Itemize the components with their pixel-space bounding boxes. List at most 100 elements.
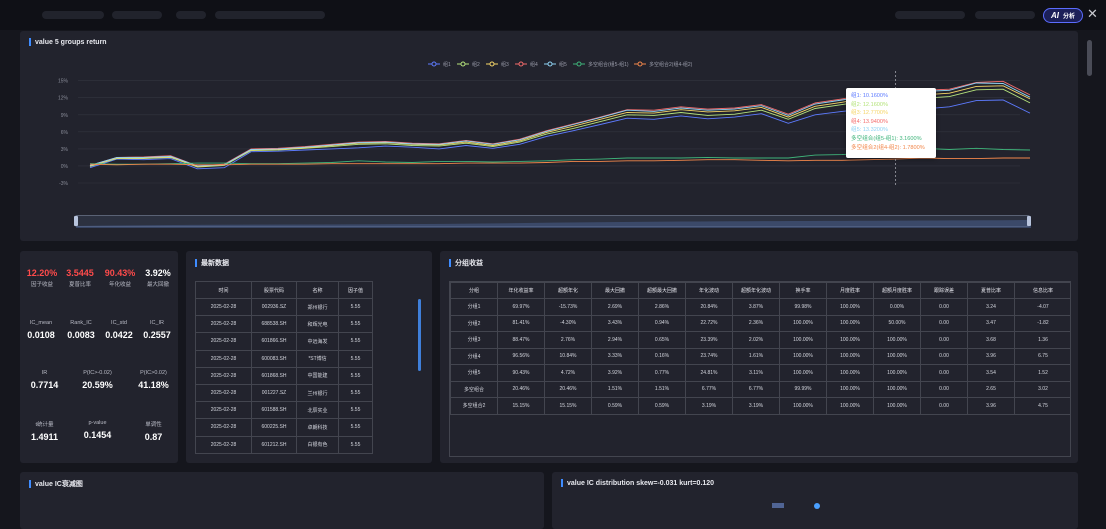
table-cell: 3.87% <box>732 298 780 316</box>
table-cell: 2025-02-28 <box>195 332 252 351</box>
table-cell: 0.94% <box>638 314 686 332</box>
metric-value: 41.18% <box>138 380 169 390</box>
column-header: 换手率 <box>779 282 827 299</box>
blurred-nav-item <box>975 11 1035 19</box>
latest-data-title: 最新数据 <box>195 258 229 268</box>
legend-marker <box>431 61 437 67</box>
metric-label: P(IC>-0.02) <box>83 370 112 376</box>
table-row[interactable]: 多空组合2 15.15% 15.15% 0.59% 0.59% 3.19% 3.19% 100… <box>450 397 1070 415</box>
y-tick-label: -3% <box>59 181 68 187</box>
histogram-legend-swatch <box>772 503 784 508</box>
table-row[interactable]: 多空组合 20.46% 20.46% 1.51% 1.51% 6.77% 6.77% 99.9… <box>450 380 1070 398</box>
table-cell: 6.77% <box>685 380 733 398</box>
y-tick-label: 3% <box>61 147 69 153</box>
blurred-nav-item <box>42 11 104 19</box>
table-cell: 2.94% <box>591 331 639 349</box>
legend-label[interactable]: 组4 <box>530 61 538 68</box>
legend-label[interactable]: 组1 <box>443 61 451 68</box>
metric-label: P(IC>0.02) <box>140 370 167 376</box>
table-cell: 22.72% <box>685 314 733 332</box>
table-row[interactable]: 2025-02-28 002936.SZ 郑州银行 5.55 <box>195 297 373 317</box>
table-row[interactable]: 分组2 81.41% -4.30% 3.43% 0.94% 22.72% 2.36% 100.… <box>450 314 1070 332</box>
table-cell: 2.76% <box>544 331 592 349</box>
table-cell: 2.36% <box>732 314 780 332</box>
table-cell: 23.39% <box>685 331 733 349</box>
table-row[interactable]: 分组4 96.56% 10.84% 3.33% 0.16% 23.74% 1.61% 100.… <box>450 347 1070 365</box>
table-row[interactable]: 分组5 90.43% 4.72% 3.92% 0.77% 24.81% 3.11% 100.0… <box>450 364 1070 382</box>
table-row[interactable]: 2025-02-28 601588.SH 北辰实业 5.55 <box>195 401 373 420</box>
ai-analysis-button[interactable]: AI 分析 <box>1043 8 1083 23</box>
table-cell: 5.55 <box>338 366 373 385</box>
table-cell: 分组3 <box>450 331 498 349</box>
legend-marker <box>576 61 582 67</box>
legend-label[interactable]: 组3 <box>501 61 509 68</box>
page-scrollbar[interactable] <box>1087 40 1092 76</box>
ai-icon: AI <box>1050 11 1059 20</box>
latest-table-scrollbar[interactable] <box>418 299 421 371</box>
metric-cell: IR 0.7714 <box>22 370 67 390</box>
table-cell: 3.19% <box>685 397 733 415</box>
slider-handle-left[interactable] <box>74 216 78 226</box>
legend-label[interactable]: 组5 <box>559 61 567 68</box>
table-row[interactable]: 分组1 69.97% -15.73% 2.69% 2.86% 20.84% 3.87% 99.… <box>450 298 1070 316</box>
column-header: 信息比率 <box>1014 282 1070 299</box>
legend-label[interactable]: 多空组合(组5-组1) <box>588 61 629 68</box>
table-row[interactable]: 2025-02-28 600083.SH *ST博信 5.55 <box>195 349 373 368</box>
table-row[interactable]: 2025-02-28 600225.SH 卓朗科技 5.55 <box>195 418 373 437</box>
metric-value: 0.2557 <box>143 330 171 340</box>
table-cell: 2.69% <box>591 298 639 316</box>
table-cell: 卓朗科技 <box>296 418 339 437</box>
table-cell: 3.96 <box>967 347 1015 365</box>
table-cell: 2.86% <box>638 298 686 316</box>
metric-cell: IC_IR 0.2557 <box>138 320 176 340</box>
legend-label[interactable]: 多空组合2(组4-组2) <box>649 61 693 68</box>
blurred-nav-item <box>215 11 325 19</box>
metric-top: 12.20% 因子收益 <box>24 268 60 288</box>
table-cell: 3.24 <box>967 298 1015 316</box>
close-icon[interactable]: ✕ <box>1087 6 1098 21</box>
table-cell: 0.00 <box>920 380 968 398</box>
table-cell: 3.92% <box>591 364 639 382</box>
metric-value: 0.87 <box>144 432 163 442</box>
group-returns-panel: 分组收益 分组 年化收益率 超额年化 最大回撤 超额最大回撤 年化波动 超额年化波动 换手率月… <box>440 251 1078 463</box>
blurred-nav-item <box>176 11 206 19</box>
latest-data-table: 时间 股票代码 名称 因子值 2025-02-28 002936.SZ 郑州银行 5.55 20… <box>195 281 373 454</box>
table-row[interactable]: 2025-02-28 001227.SZ 兰州银行 5.55 <box>195 383 373 403</box>
table-cell: 5.55 <box>338 383 373 403</box>
metric-label: p-value <box>88 420 107 426</box>
table-cell: 100.00% <box>779 397 827 415</box>
table-cell: 5.55 <box>338 435 373 454</box>
table-row[interactable]: 2025-02-28 601868.SH 中国能建 5.55 <box>195 366 373 385</box>
table-cell: 3.47 <box>967 314 1015 332</box>
table-row[interactable]: 2025-02-28 688538.SH 和辉光电 5.55 <box>195 315 373 334</box>
legend-marker <box>489 61 495 67</box>
slider-preview <box>76 220 1031 228</box>
y-tick-label: 0% <box>61 164 69 170</box>
table-cell: -4.30% <box>544 314 592 332</box>
range-slider[interactable] <box>74 215 1031 228</box>
metric-label: IC_IR <box>149 320 165 326</box>
returns-panel-title: value 5 groups return <box>29 38 107 46</box>
table-row[interactable]: 2025-02-28 601866.SH 中远海发 5.55 <box>195 332 373 351</box>
slider-handle-right[interactable] <box>1027 216 1031 226</box>
metric-top: 3.92% 最大回撤 <box>140 268 176 288</box>
metric-cell: 单调性 0.87 <box>131 420 176 442</box>
metric-value: 3.92% <box>145 268 171 278</box>
column-header: 股票代码 <box>251 281 297 299</box>
table-cell: 2025-02-28 <box>195 315 252 334</box>
table-row[interactable]: 分组3 88.47% 2.76% 2.94% 0.65% 23.39% 2.02% 100.0… <box>450 331 1070 349</box>
legend-label[interactable]: 组2 <box>472 61 480 68</box>
table-cell: 6.75 <box>1014 347 1070 365</box>
table-row[interactable]: 2025-02-28 601212.SH 白银有色 5.55 <box>195 435 373 454</box>
table-cell: 601866.SH <box>251 332 297 351</box>
table-cell: 96.56% <box>497 347 545 365</box>
table-cell: -4.07 <box>1014 298 1070 316</box>
column-header: 最大回撤 <box>591 282 639 299</box>
table-cell: 3.96 <box>967 397 1015 415</box>
metric-value: 0.0422 <box>105 330 133 340</box>
table-cell: 分组2 <box>450 314 498 332</box>
table-cell: 88.47% <box>497 331 545 349</box>
ic-decay-panel: value IC衰减图 <box>20 472 544 529</box>
y-tick-label: 15% <box>58 79 69 85</box>
table-cell: 601588.SH <box>251 401 297 420</box>
